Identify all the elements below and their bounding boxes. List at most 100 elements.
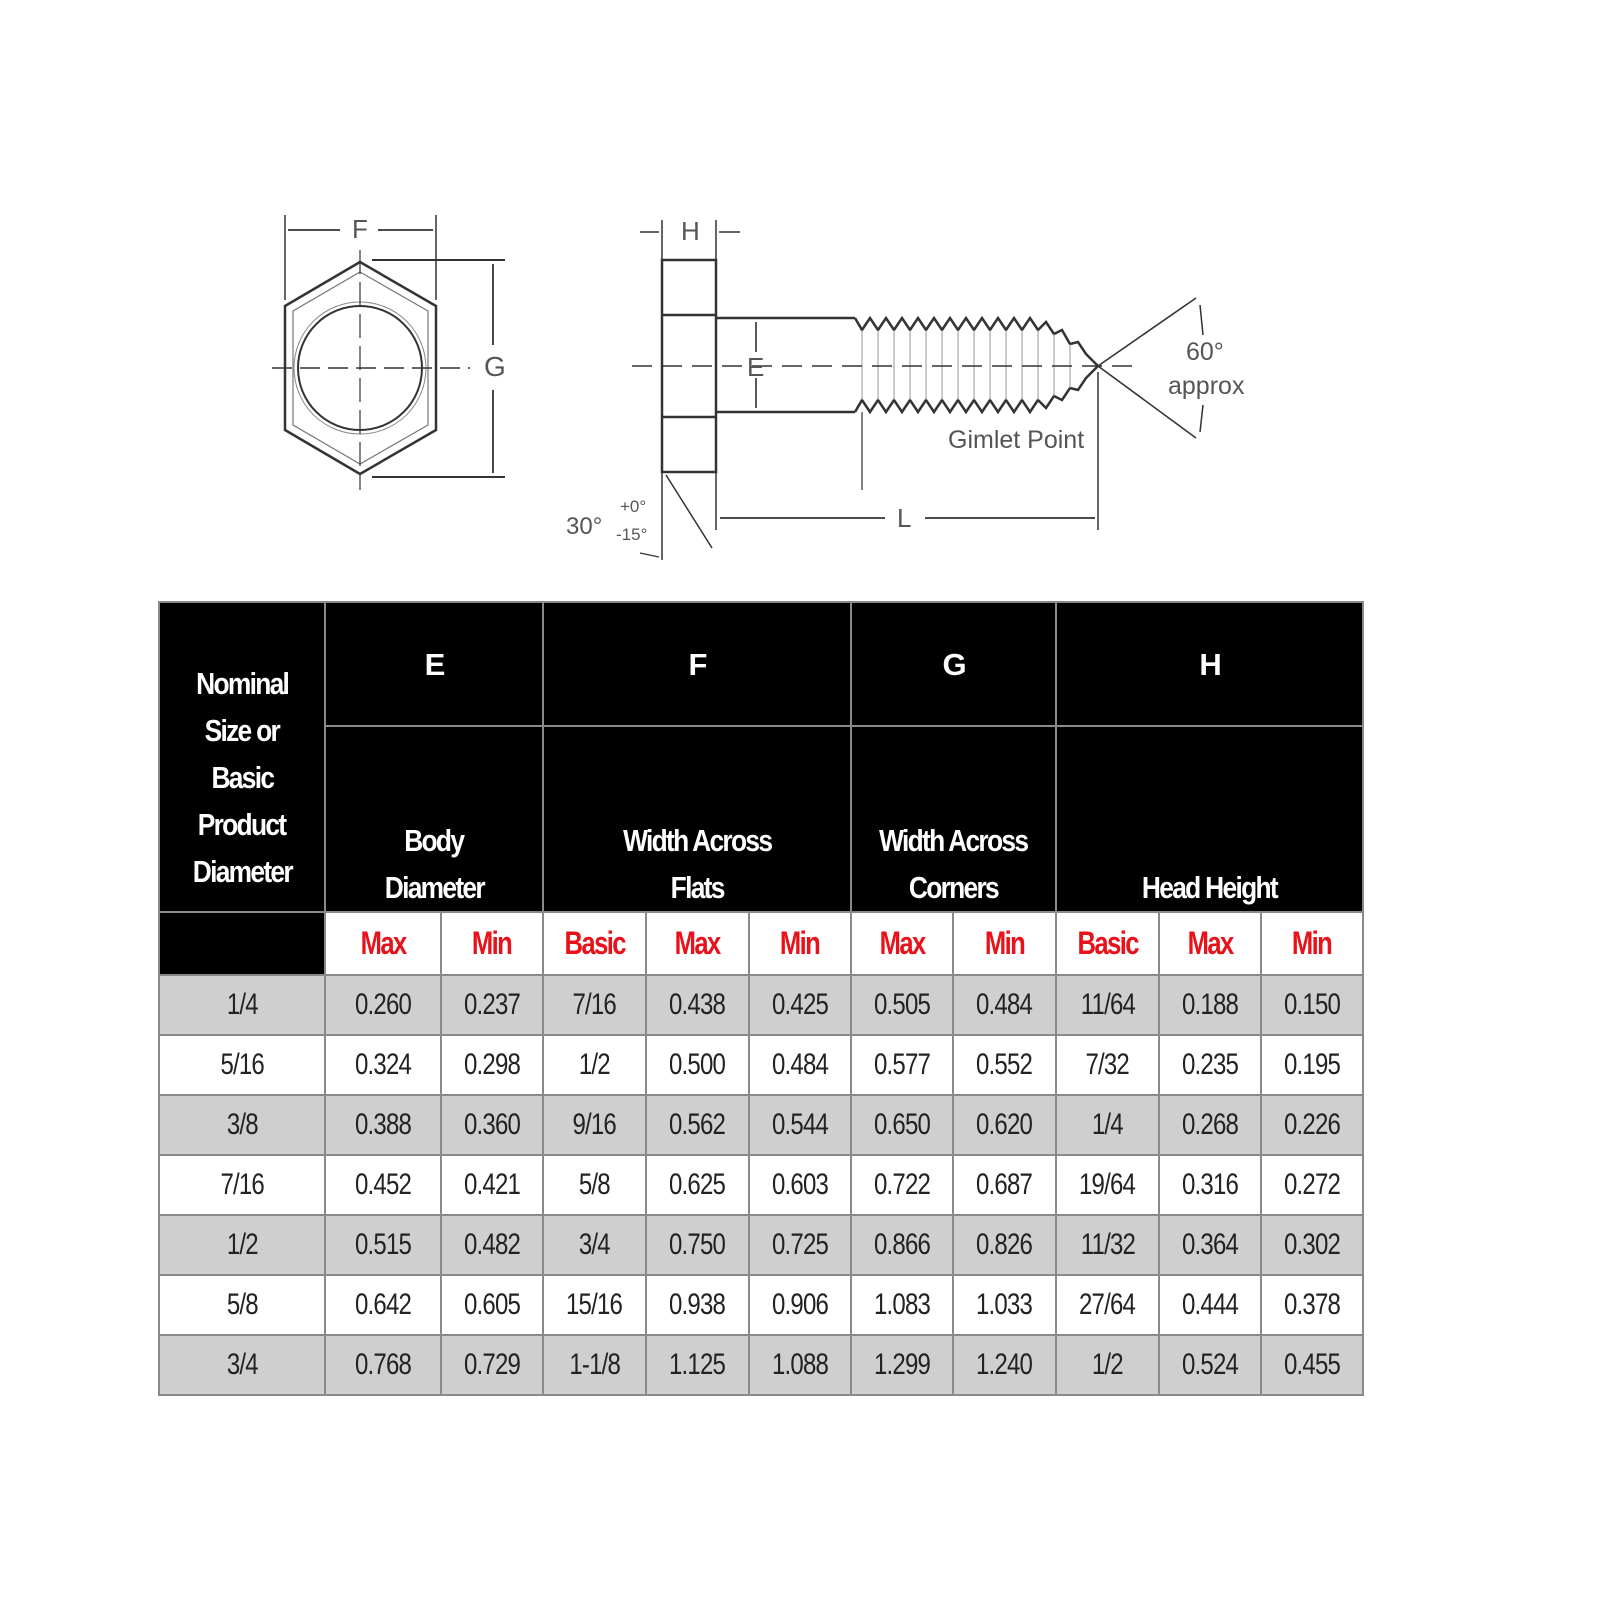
value-cell: 0.500 xyxy=(645,1034,750,1096)
cell-text: 1-1/8 xyxy=(569,1348,621,1381)
cell-text: 0.226 xyxy=(1283,1108,1341,1141)
value-cell: 0.360 xyxy=(440,1094,544,1156)
value-cell: 11/32 xyxy=(1055,1214,1160,1276)
value-cell: 0.826 xyxy=(952,1214,1057,1276)
cell-text: 0.272 xyxy=(1283,1168,1341,1201)
header-letter-g: G xyxy=(850,601,1057,727)
cell-text: 0.505 xyxy=(873,988,931,1021)
value-cell: 0.577 xyxy=(850,1034,954,1096)
dim-label-g: G xyxy=(484,351,506,382)
cell-text: 0.562 xyxy=(669,1108,726,1141)
header-name-line: Head Height xyxy=(1141,870,1279,905)
value-cell: 0.620 xyxy=(952,1094,1057,1156)
value-cell: 0.605 xyxy=(440,1274,544,1336)
value-cell: 27/64 xyxy=(1055,1274,1160,1336)
value-cell: 0.364 xyxy=(1158,1214,1262,1276)
angle-label-approx: approx xyxy=(1168,372,1245,400)
cell-text: 27/64 xyxy=(1079,1288,1136,1321)
value-cell: 5/8 xyxy=(542,1154,647,1216)
value-cell: 0.188 xyxy=(1158,974,1262,1036)
value-cell: 0.484 xyxy=(748,1034,852,1096)
nominal-size-cell: 3/8 xyxy=(158,1094,326,1156)
header-nominal-line: Diameter xyxy=(192,853,293,889)
cell-text: 0.603 xyxy=(771,1168,829,1201)
dim-label-h: H xyxy=(681,216,700,246)
value-cell: 1/2 xyxy=(1055,1334,1160,1396)
value-cell: 0.505 xyxy=(850,974,954,1036)
subheader-h-basic: Basic xyxy=(1055,911,1160,976)
header-blank xyxy=(158,911,326,976)
value-cell: 0.324 xyxy=(324,1034,442,1096)
gimlet-point-label: Gimlet Point xyxy=(948,426,1084,454)
table-row: 7/16 0.452 0.421 5/8 0.625 0.603 0.722 0.687 19/… xyxy=(158,1154,1365,1216)
cell-text: 0.188 xyxy=(1181,988,1239,1021)
value-cell: 0.298 xyxy=(440,1034,544,1096)
cell-text: 1/4 xyxy=(1092,1108,1124,1141)
value-cell: 0.562 xyxy=(645,1094,750,1156)
tolerance-plus: +0° xyxy=(620,497,646,516)
subheader-e-max: Max xyxy=(324,911,442,976)
cell-text: 1/4 xyxy=(226,988,259,1021)
cell-text: 0.484 xyxy=(976,988,1033,1021)
cell-text: 0.938 xyxy=(669,1288,726,1321)
value-cell: 0.603 xyxy=(748,1154,852,1216)
cell-text: 3/8 xyxy=(226,1108,259,1141)
nominal-size-cell: 1/4 xyxy=(158,974,326,1036)
cell-text: 0.438 xyxy=(669,988,726,1021)
cell-text: 0.421 xyxy=(463,1168,521,1201)
value-cell: 19/64 xyxy=(1055,1154,1160,1216)
cell-text: 0.298 xyxy=(463,1048,521,1081)
header-name-line: Corners xyxy=(908,870,1000,905)
table-row: 1/2 0.515 0.482 3/4 0.750 0.725 0.866 0.826 11/3… xyxy=(158,1214,1365,1276)
cell-text: 0.364 xyxy=(1181,1228,1239,1261)
cell-text: 0.500 xyxy=(669,1048,726,1081)
header-nominal-line: Size or xyxy=(204,712,281,748)
cell-text: 3/4 xyxy=(226,1348,259,1381)
header-name-line: Body xyxy=(404,823,465,858)
tolerance-minus: -15° xyxy=(616,525,647,544)
value-cell: 0.316 xyxy=(1158,1154,1262,1216)
cell-text: 0.768 xyxy=(354,1348,412,1381)
table-row: 1/4 0.260 0.237 7/16 0.438 0.425 0.505 0.484 11/… xyxy=(158,974,1365,1036)
value-cell: 0.725 xyxy=(748,1214,852,1276)
value-cell: 0.444 xyxy=(1158,1274,1262,1336)
nominal-size-cell: 7/16 xyxy=(158,1154,326,1216)
subheader-label: Min xyxy=(780,925,821,961)
subheader-label: Min xyxy=(472,925,513,961)
cell-text: 9/16 xyxy=(572,1108,617,1141)
value-cell: 0.235 xyxy=(1158,1034,1262,1096)
header-letter-e: E xyxy=(324,601,544,727)
value-cell: 0.455 xyxy=(1259,1334,1365,1396)
table-row: 3/8 0.388 0.360 9/16 0.562 0.544 0.650 0.620 1/4… xyxy=(158,1094,1365,1156)
dim-label-l: L xyxy=(897,503,911,533)
table-row: 3/4 0.768 0.729 1-1/8 1.125 1.088 1.299 1.240 1/… xyxy=(158,1334,1365,1396)
header-letter-f: F xyxy=(542,601,852,727)
value-cell: 0.150 xyxy=(1259,974,1365,1036)
cell-text: 5/8 xyxy=(579,1168,611,1201)
cell-text: 0.620 xyxy=(976,1108,1033,1141)
subheader-f-basic: Basic xyxy=(542,911,647,976)
cell-text: 0.324 xyxy=(354,1048,412,1081)
cell-text: 1.299 xyxy=(873,1348,931,1381)
value-cell: 0.484 xyxy=(952,974,1057,1036)
header-nominal-line: Nominal xyxy=(195,665,290,701)
cell-text: 1.088 xyxy=(771,1348,829,1381)
subheader-f-max: Max xyxy=(645,911,750,976)
value-cell: 1.125 xyxy=(645,1334,750,1396)
value-cell: 0.195 xyxy=(1259,1034,1365,1096)
cell-text: 0.482 xyxy=(463,1228,521,1261)
header-name-h: Head Height xyxy=(1054,725,1365,913)
cell-text: 0.725 xyxy=(771,1228,829,1261)
cell-text: 1.033 xyxy=(976,1288,1033,1321)
dim-label-f: F xyxy=(352,214,368,244)
dim-label-e: E xyxy=(747,352,764,382)
cell-text: 0.452 xyxy=(354,1168,412,1201)
subheader-label: Basic xyxy=(564,925,626,961)
subheader-h-max: Max xyxy=(1158,911,1262,976)
cell-text: 0.260 xyxy=(354,988,412,1021)
header-name-line: Width Across xyxy=(879,823,1029,858)
value-cell: 0.866 xyxy=(850,1214,954,1276)
subheader-g-min: Min xyxy=(952,911,1057,976)
cell-text: 0.388 xyxy=(354,1108,412,1141)
header-name-f: Width Across Flats xyxy=(542,725,852,913)
